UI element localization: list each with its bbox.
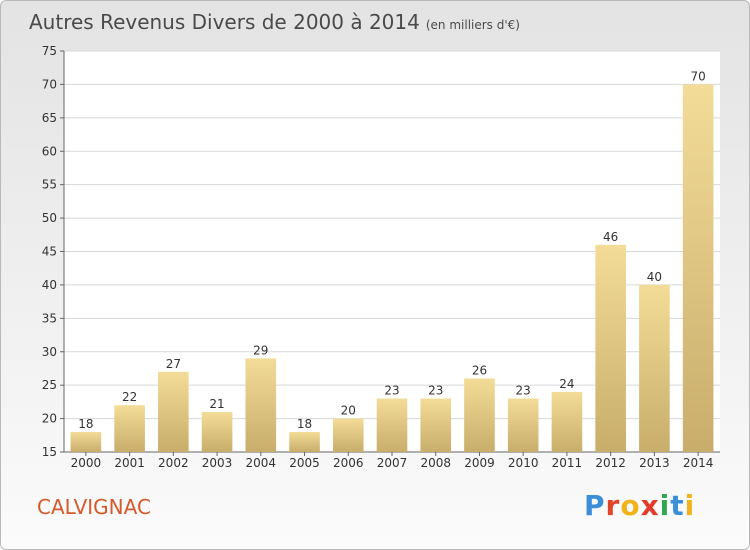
data-label: 23 <box>384 384 399 398</box>
bar <box>201 411 233 452</box>
y-tick-label: 35 <box>42 311 57 325</box>
proxiti-logo: Proxiti <box>584 489 695 522</box>
data-label: 18 <box>78 417 93 431</box>
logo-letter: i <box>659 489 671 522</box>
data-label: 29 <box>253 343 268 357</box>
x-tick-label: 2000 <box>71 456 102 470</box>
bar <box>376 398 408 452</box>
y-tick-label: 50 <box>42 211 57 225</box>
x-tick-label: 2006 <box>333 456 364 470</box>
data-label: 23 <box>516 384 531 398</box>
logo-letter: t <box>670 489 685 522</box>
y-tick-label: 15 <box>42 445 57 459</box>
x-tick-label: 2009 <box>464 456 495 470</box>
data-label: 70 <box>690 69 705 83</box>
data-label: 20 <box>341 404 356 418</box>
logo-letter: x <box>640 489 660 522</box>
y-tick-label: 70 <box>42 77 57 91</box>
y-tick-label: 75 <box>42 44 57 58</box>
x-tick-label: 2013 <box>639 456 670 470</box>
bar <box>420 398 452 452</box>
x-tick-label: 2005 <box>289 456 320 470</box>
data-label: 21 <box>209 397 224 411</box>
bar <box>464 378 495 452</box>
x-tick-label: 2001 <box>114 456 145 470</box>
x-tick-label: 2002 <box>158 456 189 470</box>
bar <box>245 358 277 452</box>
x-tick-label: 2010 <box>508 456 539 470</box>
bar <box>595 244 626 452</box>
chart-title: Autres Revenus Divers de 2000 à 2014 (en … <box>29 10 520 34</box>
logo-letter: i <box>684 489 696 522</box>
data-label: 46 <box>603 230 618 244</box>
y-tick-label: 60 <box>42 144 57 158</box>
bar <box>158 371 189 452</box>
x-tick-label: 2012 <box>595 456 626 470</box>
x-tick-label: 2011 <box>552 456 583 470</box>
bar <box>639 284 670 452</box>
x-tick-label: 2004 <box>246 456 277 470</box>
data-label: 26 <box>472 363 487 377</box>
x-tick-label: 2003 <box>202 456 233 470</box>
data-label: 23 <box>428 384 443 398</box>
commune-name: CALVIGNAC <box>37 495 151 519</box>
bar <box>507 398 539 452</box>
y-tick-label: 55 <box>42 178 57 192</box>
x-tick-label: 2007 <box>377 456 408 470</box>
bar <box>70 431 102 452</box>
bar <box>332 418 364 452</box>
x-tick-label: 2014 <box>683 456 714 470</box>
data-label: 18 <box>297 417 312 431</box>
data-label: 22 <box>122 390 137 404</box>
y-tick-label: 20 <box>42 412 57 426</box>
logo-letter: r <box>605 489 621 522</box>
bar <box>682 84 714 453</box>
data-label: 27 <box>166 357 181 371</box>
y-tick-label: 45 <box>42 245 57 259</box>
logo-letter: P <box>584 489 606 522</box>
y-tick-label: 25 <box>42 378 57 392</box>
title-unit: (en milliers d'€) <box>425 18 520 32</box>
bar <box>289 431 320 452</box>
title-text: Autres Revenus Divers de 2000 à 2014 <box>29 10 420 34</box>
data-label: 40 <box>647 270 662 284</box>
y-tick-label: 30 <box>42 345 57 359</box>
logo-letter: o <box>620 489 641 522</box>
x-tick-label: 2008 <box>420 456 451 470</box>
data-label: 24 <box>559 377 574 391</box>
y-tick-label: 65 <box>42 111 57 125</box>
bar <box>551 391 583 452</box>
bar <box>114 405 145 452</box>
y-tick-label: 40 <box>42 278 57 292</box>
